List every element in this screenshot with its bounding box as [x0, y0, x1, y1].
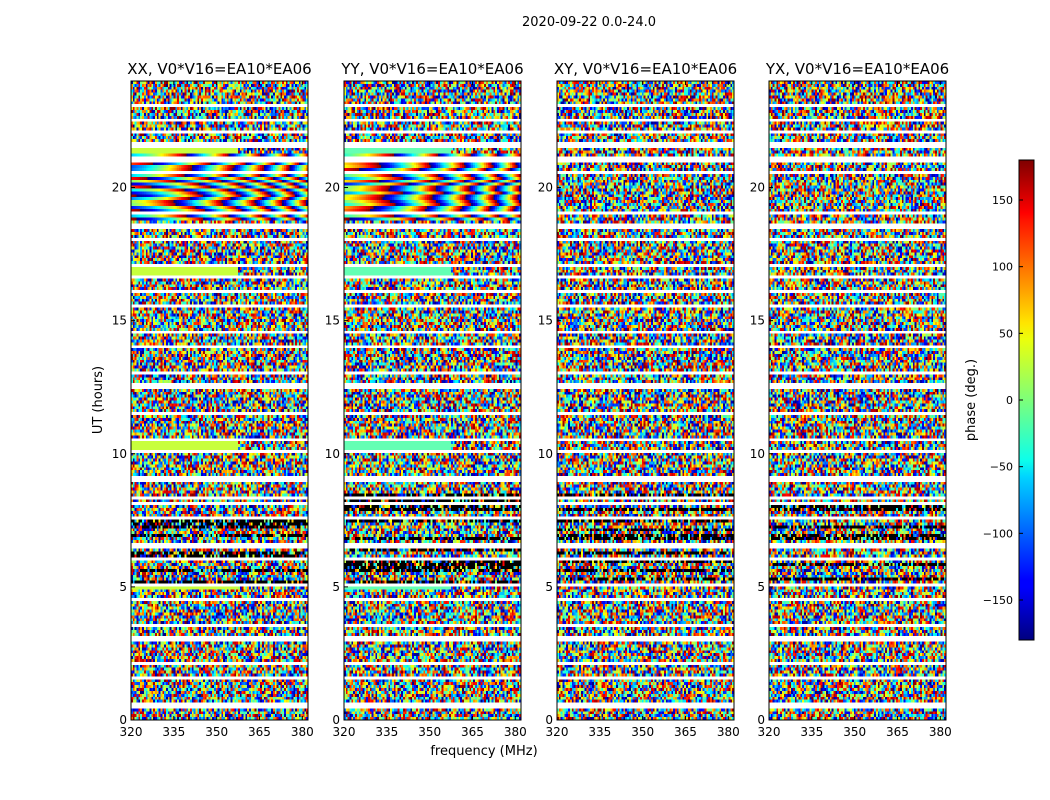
x-axis-label: frequency (MHz): [430, 744, 537, 759]
x-tick-label: 365: [248, 725, 271, 739]
x-tick-label: 380: [504, 725, 527, 739]
phase-heatmap: [344, 81, 521, 720]
y-tick-label: 15: [325, 314, 340, 328]
colorbar-label: phase (deg.): [964, 359, 979, 441]
x-tick-label: 335: [162, 725, 185, 739]
y-tick-label: 5: [545, 580, 553, 594]
colorbar: −150 −100 −50 0 50 100 150 phase (deg.): [964, 159, 1035, 641]
panel-xy: XY, V0*V16=EA10*EA06 320 335 350 365 380 0 5 10 1…: [538, 60, 740, 739]
y-tick-label: 10: [325, 447, 340, 461]
panel-yx: YX, V0*V16=EA10*EA06 320 335 350 365 380 0 5 10 1…: [750, 60, 952, 739]
y-tick-label: 15: [538, 314, 553, 328]
y-tick-label: 0: [119, 713, 127, 727]
panel-frame: [556, 80, 735, 721]
y-tick-label: 20: [538, 181, 553, 195]
y-axis-label: UT (hours): [91, 366, 106, 434]
colorbar-tick-label: 0: [1006, 394, 1013, 407]
x-tick-label: 380: [717, 725, 740, 739]
x-tick-label: 335: [588, 725, 611, 739]
y-tick-label: 20: [325, 181, 340, 195]
y-tick-label: 0: [545, 713, 553, 727]
figure-suptitle: 2020-09-22 0.0-24.0: [522, 15, 656, 30]
y-tick-label: 10: [750, 447, 765, 461]
y-tick-label: 5: [757, 580, 765, 594]
panel-title: XY, V0*V16=EA10*EA06: [554, 60, 737, 78]
x-tick-label: 350: [418, 725, 441, 739]
panel-frame: [343, 80, 522, 721]
x-tick-label: 335: [800, 725, 823, 739]
phase-heatmap: [131, 81, 308, 720]
y-tick-label: 5: [332, 580, 340, 594]
y-tick-label: 0: [757, 713, 765, 727]
colorbar-tick-label: 150: [992, 194, 1013, 207]
phase-heatmap: [557, 81, 734, 720]
x-tick-label: 320: [758, 725, 781, 739]
x-tick-label: 380: [291, 725, 314, 739]
x-tick-label: 350: [205, 725, 228, 739]
panel-title: XX, V0*V16=EA10*EA06: [127, 60, 311, 78]
x-tick-label: 320: [333, 725, 356, 739]
colorbar-tick-label: −50: [990, 461, 1013, 474]
x-tick-label: 335: [375, 725, 398, 739]
y-tick-label: 15: [750, 314, 765, 328]
y-tick-label: 15: [112, 314, 127, 328]
panels: XX, V0*V16=EA10*EA06 320 335 350 365 380 0 5 10 1…: [112, 60, 952, 739]
x-tick-label: 365: [674, 725, 697, 739]
y-tick-label: 20: [112, 181, 127, 195]
panel-title: YX, V0*V16=EA10*EA06: [765, 60, 949, 78]
panel-yy: YY, V0*V16=EA10*EA06 320 335 350 365 380 0 5 10 1…: [325, 60, 527, 739]
x-tick-label: 350: [631, 725, 654, 739]
x-tick-label: 350: [843, 725, 866, 739]
panel-title: YY, V0*V16=EA10*EA06: [340, 60, 523, 78]
y-tick-label: 0: [332, 713, 340, 727]
phase-heatmap: [769, 81, 946, 720]
x-tick-label: 365: [886, 725, 909, 739]
x-tick-label: 365: [461, 725, 484, 739]
colorbar-tick-label: −150: [983, 594, 1013, 607]
colorbar-tick-label: −100: [983, 527, 1013, 540]
panel-xx: XX, V0*V16=EA10*EA06 320 335 350 365 380 0 5 10 1…: [112, 60, 314, 739]
y-tick-label: 10: [112, 447, 127, 461]
y-tick-label: 20: [750, 181, 765, 195]
y-tick-label: 5: [119, 580, 127, 594]
colorbar-tick-label: 100: [992, 261, 1013, 274]
panel-frame: [130, 80, 309, 721]
colorbar-ticks: −150 −100 −50 0 50 100 150: [983, 194, 1023, 607]
x-tick-label: 320: [546, 725, 569, 739]
colorbar-tick-label: 50: [999, 327, 1013, 340]
x-tick-label: 380: [929, 725, 952, 739]
y-tick-label: 10: [538, 447, 553, 461]
panel-frame: [768, 80, 947, 721]
x-tick-label: 320: [120, 725, 143, 739]
